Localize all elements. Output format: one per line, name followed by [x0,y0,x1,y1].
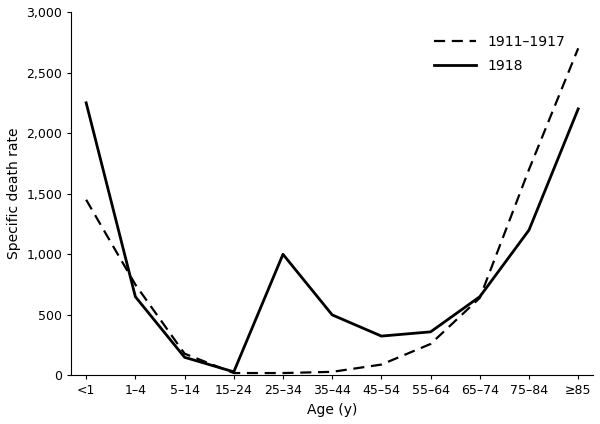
Legend: 1911–1917, 1918: 1911–1917, 1918 [429,30,571,78]
1918 [280,252,287,257]
1918 [329,312,336,318]
1911–1917 [132,282,139,287]
Line: 1911–1917: 1911–1917 [86,48,578,373]
1911–1917 [476,296,484,301]
X-axis label: Age (y): Age (y) [307,403,358,417]
1918 [83,100,90,106]
1911–1917 [181,351,188,356]
1918 [427,329,434,335]
1918 [378,334,385,339]
Line: 1918: 1918 [86,103,578,372]
1918 [230,369,238,374]
1911–1917 [83,197,90,202]
1911–1917 [526,167,533,172]
1911–1917 [427,341,434,346]
1918 [181,355,188,360]
1911–1917 [575,46,582,51]
1911–1917 [230,371,238,376]
1918 [575,106,582,112]
1911–1917 [378,362,385,367]
1918 [476,294,484,299]
1918 [526,228,533,233]
1911–1917 [329,369,336,374]
Y-axis label: Specific death rate: Specific death rate [7,128,21,259]
1911–1917 [280,371,287,376]
1918 [132,294,139,299]
